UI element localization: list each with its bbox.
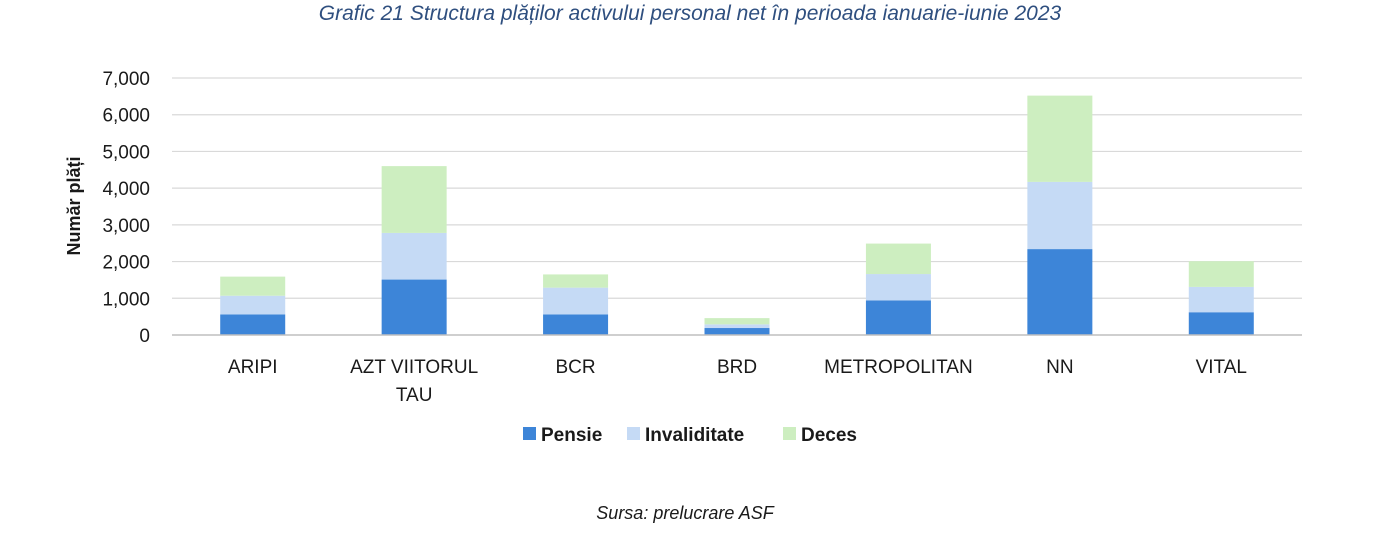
bar-deces-nn [1027,95,1093,182]
x-tick-label: AZT VIITORUL TAU [350,357,478,406]
x-tick-label: BCR [556,357,596,378]
legend: Pensie Invaliditate Deces [523,425,857,446]
bar-invaliditate-vital [1188,286,1254,313]
bar-invaliditate-metropolitan [865,274,931,301]
x-tick-label: ARIPI [228,357,278,378]
y-tick-label: 0 [139,326,150,347]
bar-deces-brd [704,318,770,325]
y-tick-label: 7,000 [102,69,150,90]
y-tick-label: 1,000 [102,289,150,310]
x-tick-label: METROPOLITAN [824,357,973,378]
legend-label-deces: Deces [801,425,857,446]
y-tick-label: 5,000 [102,142,150,163]
legend-label-pensie: Pensie [541,425,602,446]
x-axis-ticks: ARIPI AZT VIITORUL TAU BCR BRD METROPOLITAN NN… [228,357,1247,406]
x-tick-label: VITAL [1196,357,1247,378]
bar-deces-aripi [220,276,286,296]
bar-pensie-nn [1027,249,1093,335]
legend-swatch-invaliditate [627,427,640,440]
bar-invaliditate-azt-viitorul-tau [381,232,447,280]
bar-deces-vital [1188,261,1254,287]
bar-pensie-vital [1188,312,1254,335]
chart-title: Grafic 21 Structura plăților activului p… [318,2,1062,25]
bar-deces-metropolitan [865,243,931,275]
legend-label-invaliditate: Invaliditate [645,425,744,446]
bar-pensie-azt-viitorul-tau [381,279,447,335]
legend-swatch-pensie [523,427,536,440]
bar-deces-bcr [543,274,609,288]
bar-pensie-brd [704,328,770,335]
y-tick-label: 3,000 [102,216,150,237]
legend-swatch-deces [783,427,796,440]
bar-pensie-aripi [220,314,286,335]
stacked-bar-chart: 0 1,000 2,000 3,000 4,000 5,000 6,000 7,000 ARI… [64,69,1302,446]
bars [220,95,1254,335]
y-tick-label: 4,000 [102,179,150,200]
bar-invaliditate-bcr [543,287,609,315]
bar-invaliditate-aripi [220,295,286,315]
y-axis-label: Număr plăți [64,156,84,255]
bar-invaliditate-brd [704,324,770,329]
y-tick-label: 6,000 [102,106,150,127]
bar-pensie-bcr [543,314,609,335]
x-tick-label: NN [1046,357,1073,378]
source-note: Sursa: prelucrare ASF [596,503,774,523]
bar-pensie-metropolitan [865,300,931,335]
bar-deces-azt-viitorul-tau [381,166,447,233]
gridlines [172,77,1302,299]
bar-invaliditate-nn [1027,181,1093,250]
x-tick-label: BRD [717,357,757,378]
y-tick-label: 2,000 [102,253,150,274]
y-axis-ticks: 0 1,000 2,000 3,000 4,000 5,000 6,000 7,000 [102,69,150,347]
